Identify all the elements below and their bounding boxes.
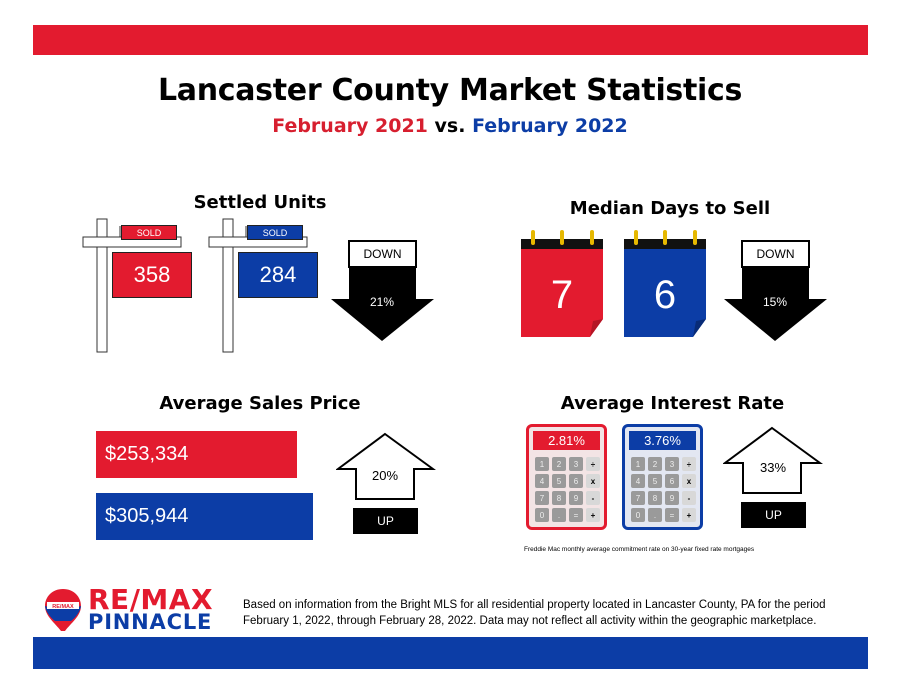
calculator-key: x (682, 474, 696, 488)
calculator-key: 1 (631, 457, 645, 471)
subtitle-2022: February 2022 (472, 115, 628, 137)
footer-line-2: February 1, 2022, through February 28, 2… (243, 615, 817, 627)
calculator-key: 5 (552, 474, 566, 488)
calculator-key: 8 (552, 491, 566, 505)
settled-units-2021: 358 (112, 252, 192, 298)
avg-price-title: Average Sales Price (159, 393, 361, 414)
calculator-key: . (552, 508, 566, 522)
calculator-key: . (648, 508, 662, 522)
footer-line-1: Based on information from the Bright MLS… (243, 599, 826, 611)
calculator-key: 2 (552, 457, 566, 471)
days-down-arrow-icon (724, 264, 827, 341)
median-days-2021: 7 (550, 273, 574, 317)
brand-remax: RE/MAX (88, 583, 214, 616)
interest-source-note: Freddie Mac monthly average commitment r… (524, 546, 755, 553)
price-direction-label: UP (353, 508, 418, 534)
calculator-key: 9 (569, 491, 583, 505)
settled-units-2022: 284 (238, 252, 318, 298)
avg-price-2022-bar: $305,944 (96, 493, 313, 540)
calculator-key: 8 (648, 491, 662, 505)
calculator-key: 7 (535, 491, 549, 505)
price-up-arrow-icon (336, 432, 436, 500)
page-subtitle: February 2021 vs. February 2022 (0, 115, 900, 137)
balloon-logo-icon: RE/MAX (45, 589, 81, 631)
settled-down-arrow-icon (331, 264, 434, 341)
calculator-key: 9 (665, 491, 679, 505)
calculator-key: + (586, 508, 600, 522)
calculator-key: 4 (535, 474, 549, 488)
brand-pinnacle: PINNACLE (88, 610, 213, 634)
balloon-logo-text: RE/MAX (52, 604, 74, 610)
calculator-key: 6 (569, 474, 583, 488)
calculator-key: 5 (648, 474, 662, 488)
subtitle-2021: February 2021 (272, 115, 428, 137)
calendar-icons (521, 230, 706, 337)
settled-direction-label: DOWN (348, 240, 417, 268)
days-direction-label: DOWN (741, 240, 810, 268)
interest-up-arrow-icon (723, 426, 823, 494)
calculator-key: 6 (665, 474, 679, 488)
calculator-keypad: 1 2 3 ÷ 4 5 6 x 7 8 9- 0. = + (529, 454, 604, 525)
interest-rate-2022: 3.76% (629, 431, 696, 450)
calculator-key: ÷ (586, 457, 600, 471)
days-change-pct: 15% (762, 295, 788, 309)
calculator-key: x (586, 474, 600, 488)
settled-units-title: Settled Units (193, 192, 327, 213)
calculator-key: 3 (569, 457, 583, 471)
interest-direction-label: UP (741, 502, 806, 528)
price-change-pct: 20% (371, 468, 399, 483)
median-days-title: Median Days to Sell (569, 198, 771, 219)
interest-rate-2021: 2.81% (533, 431, 600, 450)
calculator-2021: 2.81% 1 2 3 ÷ 4 5 6 x 7 8 9- 0. = + (526, 424, 607, 530)
calculator-key: 1 (535, 457, 549, 471)
page-title: Lancaster County Market Statistics (157, 73, 743, 108)
calculator-key: ÷ (682, 457, 696, 471)
bottom-blue-bar (33, 637, 868, 669)
settled-change-pct: 21% (369, 295, 395, 309)
calculator-keypad: 1 2 3 ÷ 4 5 6 x 7 8 9- 0. = + (625, 454, 700, 525)
interest-change-pct: 33% (759, 460, 787, 475)
avg-price-2021-bar: $253,334 (96, 431, 297, 478)
subtitle-vs: vs. (434, 115, 466, 137)
avg-interest-title: Average Interest Rate (560, 393, 785, 414)
calculator-key: 0 (535, 508, 549, 522)
calculator-key: - (682, 491, 696, 505)
calculator-key: 7 (631, 491, 645, 505)
sold-tag-2022: SOLD (247, 225, 303, 240)
sold-tag-2021: SOLD (121, 225, 177, 240)
median-days-2022: 6 (653, 273, 677, 317)
footer-disclaimer: Based on information from the Bright MLS… (243, 597, 843, 629)
calculator-key: = (569, 508, 583, 522)
calculator-2022: 3.76% 1 2 3 ÷ 4 5 6 x 7 8 9- 0. = + (622, 424, 703, 530)
calculator-key: - (586, 491, 600, 505)
calculator-key: 0 (631, 508, 645, 522)
calculator-key: = (665, 508, 679, 522)
calculator-key: 3 (665, 457, 679, 471)
calculator-key: 4 (631, 474, 645, 488)
top-red-bar (33, 25, 868, 55)
calculator-key: + (682, 508, 696, 522)
calculator-key: 2 (648, 457, 662, 471)
